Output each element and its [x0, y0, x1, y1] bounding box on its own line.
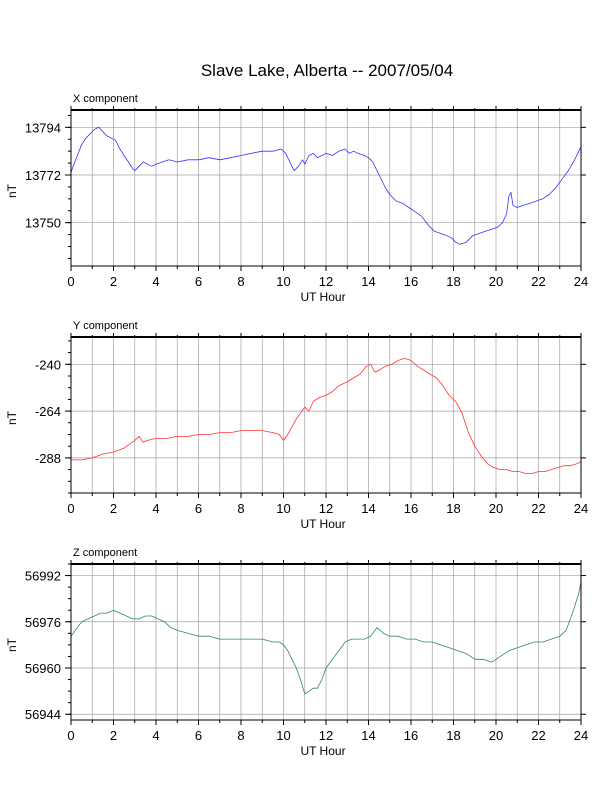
- x-tick-label: 16: [404, 501, 418, 516]
- grid: [71, 110, 581, 266]
- x-tick-label: 0: [67, 728, 74, 743]
- x-tick-label: 18: [446, 501, 460, 516]
- y-axis-label: nT: [5, 637, 19, 652]
- x-tick-label: 8: [237, 501, 244, 516]
- y-tick-label: -240: [35, 357, 61, 372]
- x-tick-label: 20: [489, 274, 503, 289]
- x-tick-label: 16: [404, 728, 418, 743]
- series-line-1: [71, 357, 582, 474]
- x-tick-label: 12: [319, 274, 333, 289]
- x-tick-label: 22: [531, 728, 545, 743]
- x-tick-label: 2: [110, 274, 117, 289]
- x-tick-label: 20: [489, 501, 503, 516]
- x-tick-label: 4: [152, 274, 159, 289]
- x-tick-label: 6: [195, 274, 202, 289]
- x-tick-label: 2: [110, 501, 117, 516]
- y-tick-label: 13772: [25, 168, 61, 183]
- grid: [71, 564, 581, 720]
- x-tick-label: 24: [574, 274, 588, 289]
- series-line-1: [70, 126, 582, 245]
- y-tick-label: 56960: [25, 661, 61, 676]
- x-tick-label: 24: [574, 501, 588, 516]
- x-tick-label: 10: [276, 728, 290, 743]
- x-tick-label: 10: [276, 274, 290, 289]
- x-tick-label: 10: [276, 501, 290, 516]
- x-tick-label: 18: [446, 728, 460, 743]
- x-tick-label: 14: [361, 274, 375, 289]
- x-tick-label: 22: [531, 501, 545, 516]
- x-axis-label: UT Hour: [300, 517, 345, 531]
- y-axis-label: nT: [5, 183, 19, 198]
- x-tick-label: 4: [152, 728, 159, 743]
- figure-title: Slave Lake, Alberta -- 2007/05/04: [201, 61, 453, 80]
- y-axis-label: nT: [5, 410, 19, 425]
- x-tick-label: 4: [152, 501, 159, 516]
- y-tick-label: 56976: [25, 615, 61, 630]
- x-tick-label: 12: [319, 501, 333, 516]
- x-tick-label: 12: [319, 728, 333, 743]
- x-tick-label: 14: [361, 501, 375, 516]
- x-tick-label: 6: [195, 501, 202, 516]
- y-tick-label: 13750: [25, 216, 61, 231]
- panel-label: Z component: [73, 547, 137, 559]
- x-axis-label: UT Hour: [300, 290, 345, 304]
- x-tick-label: 2: [110, 728, 117, 743]
- series-line-1: [70, 581, 582, 695]
- y-tick-label: -264: [35, 404, 61, 419]
- x-tick-label: 18: [446, 274, 460, 289]
- x-axis-label: UT Hour: [300, 744, 345, 758]
- x-tick-label: 6: [195, 728, 202, 743]
- y-tick-label: 13794: [25, 120, 61, 135]
- x-tick-label: 24: [574, 728, 588, 743]
- panel-label: X component: [73, 93, 138, 105]
- panel-label: Y component: [73, 320, 138, 332]
- y-tick-label: 56992: [25, 569, 61, 584]
- x-tick-label: 0: [67, 501, 74, 516]
- grid: [71, 337, 581, 493]
- x-tick-label: 8: [237, 274, 244, 289]
- x-tick-label: 20: [489, 728, 503, 743]
- x-tick-label: 14: [361, 728, 375, 743]
- y-tick-label: 56944: [25, 707, 61, 722]
- x-tick-label: 8: [237, 728, 244, 743]
- x-tick-label: 16: [404, 274, 418, 289]
- x-tick-label: 0: [67, 274, 74, 289]
- y-tick-label: -288: [35, 451, 61, 466]
- x-tick-label: 22: [531, 274, 545, 289]
